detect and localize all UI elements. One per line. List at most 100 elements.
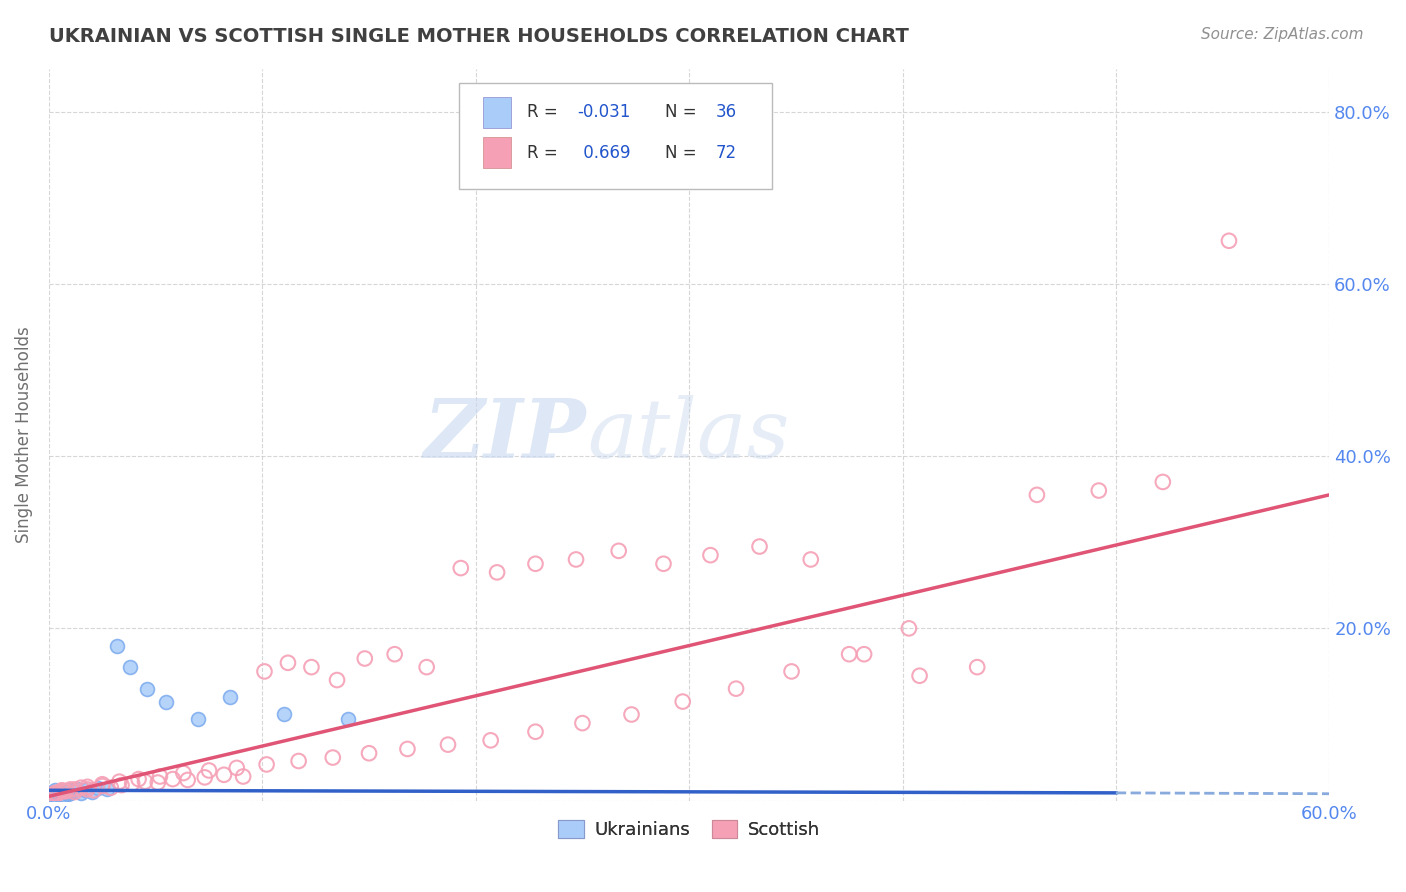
Point [63,784,86,798]
Point [48,785,70,799]
Point [571,716,593,731]
Text: R =: R = [526,103,562,121]
Point [46,786,69,800]
Point [59,786,82,800]
Point [87,780,110,795]
Point [620,707,643,722]
Point [194,770,217,784]
Point [48,788,70,802]
Point [100,780,122,795]
Point [322,750,344,764]
Point [219,690,242,705]
Point [44,789,66,803]
Point [672,695,695,709]
Point [748,540,770,554]
Text: Source: ZipAtlas.com: Source: ZipAtlas.com [1201,27,1364,42]
FancyBboxPatch shape [458,83,772,189]
Point [121,776,143,790]
Point [725,681,748,696]
Point [187,712,209,726]
Point [63,785,86,799]
Point [336,712,359,726]
Bar [484,97,512,128]
Text: ZIP: ZIP [425,394,586,475]
Text: R =: R = [526,144,562,161]
Point [42,788,65,802]
Point [55,786,77,800]
Point [52,784,75,798]
Point [326,673,349,687]
Point [46,787,69,801]
Point [51,783,73,797]
Point [149,770,172,784]
Text: N =: N = [665,144,702,161]
Point [162,772,184,786]
Point [56,785,79,799]
Point [56,787,79,801]
Point [155,695,177,709]
Point [134,774,156,789]
Point [42,788,65,802]
Point [46,787,69,801]
Point [136,681,159,696]
Point [607,544,630,558]
Point [52,788,75,802]
Point [42,785,65,799]
Point [39,789,62,804]
Point [70,786,93,800]
Point [44,783,66,797]
Point [966,660,988,674]
Point [277,656,299,670]
Point [357,746,380,760]
Point [51,787,73,801]
Point [253,665,276,679]
Point [55,784,77,798]
Text: 36: 36 [716,103,737,121]
Point [96,782,118,797]
Point [897,621,920,635]
Point [1218,234,1240,248]
Point [800,552,823,566]
Text: 0.669: 0.669 [578,144,630,161]
Point [55,784,77,798]
Point [908,669,931,683]
Point [44,787,66,801]
Point [353,651,375,665]
Point [486,566,509,580]
Point [120,660,142,674]
Point [146,775,169,789]
Y-axis label: Single Mother Households: Single Mother Households [15,326,32,543]
Point [83,783,105,797]
Point [479,733,502,747]
Point [287,754,309,768]
Point [565,552,588,566]
Point [1088,483,1111,498]
Point [437,738,460,752]
Point [225,761,247,775]
Point [172,766,194,780]
Bar [484,137,512,168]
Point [70,780,93,795]
Point [780,665,803,679]
Text: UKRAINIAN VS SCOTTISH SINGLE MOTHER HOUSEHOLDS CORRELATION CHART: UKRAINIAN VS SCOTTISH SINGLE MOTHER HOUS… [49,27,910,45]
Point [652,557,675,571]
Point [59,782,82,797]
Text: 72: 72 [716,144,737,161]
Point [838,647,860,661]
Point [1026,488,1049,502]
Point [44,786,66,800]
Point [51,786,73,800]
Text: N =: N = [665,103,702,121]
Point [301,660,323,674]
Point [76,782,98,797]
Point [39,787,62,801]
Point [524,557,547,571]
Point [415,660,437,674]
Point [39,789,62,804]
Point [108,774,131,789]
Point [76,780,98,794]
Point [232,770,254,784]
Point [273,707,295,722]
Point [62,785,84,799]
Text: -0.031: -0.031 [578,103,631,121]
